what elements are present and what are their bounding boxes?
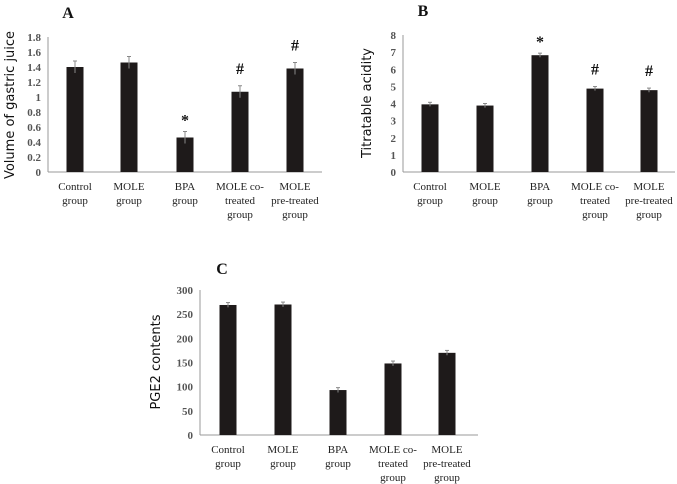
- x-tick-label: BPA: [328, 444, 348, 456]
- x-tick-label: group: [527, 195, 553, 207]
- panel-label: A: [62, 5, 74, 22]
- x-tick-label: treated: [580, 195, 610, 207]
- significance-mark: #: [591, 62, 599, 79]
- x-tick-label: group: [472, 195, 498, 207]
- x-tick-label: MOLE co-: [369, 444, 417, 456]
- bar: [329, 390, 347, 435]
- bar: [274, 304, 292, 435]
- x-tick-label: BPA: [530, 181, 550, 193]
- x-tick-label: treated: [378, 458, 408, 470]
- y-tick-label: 6: [391, 64, 397, 76]
- x-tick-label: group: [62, 195, 88, 207]
- y-tick-label: 200: [177, 333, 194, 345]
- x-tick-label: group: [325, 458, 351, 470]
- y-tick-label: 7: [391, 47, 397, 59]
- x-tick-label: MOLE: [267, 444, 298, 456]
- x-tick-label: MOLE: [633, 181, 664, 193]
- x-tick-label: pre-treated: [423, 458, 471, 470]
- x-tick-label: group: [270, 458, 296, 470]
- x-tick-label: MOLE: [279, 181, 310, 193]
- bar: [219, 304, 237, 435]
- x-tick-label: group: [116, 195, 142, 207]
- bar: [438, 352, 456, 435]
- y-axis-label: Titratable acidity: [360, 48, 375, 159]
- x-tick-label: treated: [225, 195, 255, 207]
- x-tick-label: MOLE: [113, 181, 144, 193]
- y-tick-label: 3: [391, 116, 397, 128]
- panel-label: B: [418, 3, 429, 20]
- bar: [286, 68, 304, 172]
- bar: [384, 363, 402, 435]
- y-tick-label: 0: [36, 167, 42, 179]
- y-tick-label: 250: [177, 309, 194, 321]
- y-tick-label: 0.4: [27, 137, 41, 149]
- y-tick-label: 0: [188, 430, 194, 442]
- bar: [66, 67, 84, 172]
- y-axis-label: Volume of gastric juice: [3, 31, 18, 179]
- significance-mark: #: [236, 61, 244, 78]
- x-tick-label: group: [417, 195, 443, 207]
- y-tick-label: 1.4: [27, 62, 41, 74]
- x-tick-label: group: [282, 209, 308, 221]
- x-tick-label: Control: [211, 444, 245, 456]
- significance-mark: *: [536, 34, 544, 51]
- x-tick-label: Control: [58, 181, 92, 193]
- y-tick-label: 0.8: [27, 107, 41, 119]
- x-tick-label: MOLE: [469, 181, 500, 193]
- y-tick-label: 2: [391, 133, 397, 145]
- y-tick-label: 150: [177, 358, 194, 370]
- bar: [120, 62, 138, 172]
- x-tick-label: pre-treated: [625, 195, 673, 207]
- x-tick-label: group: [434, 472, 460, 484]
- x-tick-label: group: [636, 209, 662, 221]
- x-tick-label: pre-treated: [271, 195, 319, 207]
- y-tick-label: 1.2: [27, 77, 41, 89]
- bar: [176, 137, 194, 172]
- y-tick-label: 1.6: [27, 47, 41, 59]
- y-tick-label: 1: [36, 92, 42, 104]
- bar: [640, 90, 658, 172]
- bar: [531, 55, 549, 172]
- y-tick-label: 1.8: [27, 32, 41, 44]
- x-tick-label: group: [215, 458, 241, 470]
- x-tick-label: group: [227, 209, 253, 221]
- significance-mark: *: [181, 113, 189, 130]
- y-tick-label: 300: [177, 285, 194, 297]
- x-tick-label: BPA: [175, 181, 195, 193]
- x-tick-label: group: [380, 472, 406, 484]
- bar: [476, 105, 494, 172]
- y-tick-label: 1: [391, 150, 397, 162]
- y-tick-label: 0.6: [27, 122, 41, 134]
- y-tick-label: 0: [391, 167, 397, 179]
- x-tick-label: MOLE co-: [571, 181, 619, 193]
- y-tick-label: 4: [391, 99, 397, 111]
- y-tick-label: 5: [391, 81, 397, 93]
- bar: [231, 91, 249, 172]
- x-tick-label: MOLE co-: [216, 181, 264, 193]
- bar: [421, 104, 439, 172]
- chart-panel-A: A Volume of gastric juice 0 0.2 0.4 0.6 0.8 1 1.…: [3, 5, 322, 221]
- y-tick-label: 50: [182, 406, 194, 418]
- panel-label: C: [216, 261, 228, 278]
- y-tick-label: 0.2: [27, 152, 41, 164]
- x-tick-label: Control: [413, 181, 447, 193]
- x-tick-label: group: [582, 209, 608, 221]
- chart-panel-B: B Titratable acidity 0 1 2 3 4 5 6 7 8 Control group…: [360, 3, 675, 221]
- x-tick-label: group: [172, 195, 198, 207]
- y-axis-label: PGE2 contents: [149, 314, 164, 409]
- significance-mark: #: [645, 63, 653, 80]
- significance-mark: #: [291, 38, 299, 55]
- bar: [586, 88, 604, 172]
- x-tick-label: MOLE: [431, 444, 462, 456]
- y-tick-label: 8: [391, 30, 397, 42]
- chart-panel-C: C PGE2 contents 0 50 100 150 200 250 300 Control g…: [149, 261, 478, 484]
- y-tick-label: 100: [177, 382, 194, 394]
